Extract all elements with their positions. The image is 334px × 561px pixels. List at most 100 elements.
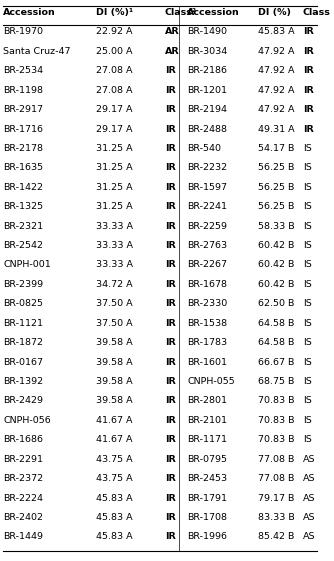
Text: IS: IS	[303, 397, 312, 406]
Text: IR: IR	[165, 86, 176, 95]
Text: 47.92 A: 47.92 A	[258, 86, 294, 95]
Text: 25.00 A: 25.00 A	[96, 47, 133, 56]
Text: BR-2488: BR-2488	[187, 125, 227, 134]
Text: BR-1783: BR-1783	[187, 338, 227, 347]
Text: 60.42 B: 60.42 B	[258, 260, 294, 269]
Text: BR-2232: BR-2232	[187, 163, 227, 172]
Text: CNPH-055: CNPH-055	[187, 377, 235, 386]
Text: BR-1538: BR-1538	[187, 319, 227, 328]
Text: IS: IS	[303, 416, 312, 425]
Text: BR-2534: BR-2534	[3, 66, 43, 75]
Text: 64.58 B: 64.58 B	[258, 319, 294, 328]
Text: BR-1996: BR-1996	[187, 532, 227, 541]
Text: BR-1201: BR-1201	[187, 86, 227, 95]
Text: BR-1716: BR-1716	[3, 125, 43, 134]
Text: 33.33 A: 33.33 A	[96, 241, 133, 250]
Text: BR-1422: BR-1422	[3, 183, 43, 192]
Text: 56.25 B: 56.25 B	[258, 202, 294, 211]
Text: BR-1635: BR-1635	[3, 163, 43, 172]
Text: IS: IS	[303, 319, 312, 328]
Text: 45.83 A: 45.83 A	[96, 513, 133, 522]
Text: 85.42 B: 85.42 B	[258, 532, 294, 541]
Text: 43.75 A: 43.75 A	[96, 474, 133, 483]
Text: 41.67 A: 41.67 A	[96, 416, 133, 425]
Text: 43.75 A: 43.75 A	[96, 455, 133, 464]
Text: BR-1708: BR-1708	[187, 513, 227, 522]
Text: IR: IR	[165, 455, 176, 464]
Text: IS: IS	[303, 357, 312, 367]
Text: CNPH-001: CNPH-001	[3, 260, 51, 269]
Text: IR: IR	[165, 202, 176, 211]
Text: IR: IR	[303, 27, 314, 36]
Text: 70.83 B: 70.83 B	[258, 397, 294, 406]
Text: 60.42 B: 60.42 B	[258, 241, 294, 250]
Text: IR: IR	[165, 144, 176, 153]
Text: IS: IS	[303, 202, 312, 211]
Text: 58.33 B: 58.33 B	[258, 222, 295, 231]
Text: BR-1872: BR-1872	[3, 338, 43, 347]
Text: 31.25 A: 31.25 A	[96, 183, 133, 192]
Text: 47.92 A: 47.92 A	[258, 47, 294, 56]
Text: IS: IS	[303, 222, 312, 231]
Text: IR: IR	[165, 300, 176, 309]
Text: BR-2186: BR-2186	[187, 66, 227, 75]
Text: IR: IR	[165, 377, 176, 386]
Text: 34.72 A: 34.72 A	[96, 280, 133, 289]
Text: AS: AS	[303, 532, 315, 541]
Text: AS: AS	[303, 513, 315, 522]
Text: BR-1597: BR-1597	[187, 183, 227, 192]
Text: IR: IR	[165, 66, 176, 75]
Text: BR-540: BR-540	[187, 144, 221, 153]
Text: 45.83 A: 45.83 A	[258, 27, 295, 36]
Text: BR-2194: BR-2194	[187, 105, 227, 114]
Text: BR-2291: BR-2291	[3, 455, 43, 464]
Text: 22.92 A: 22.92 A	[96, 27, 133, 36]
Text: 83.33 B: 83.33 B	[258, 513, 295, 522]
Text: IR: IR	[165, 125, 176, 134]
Text: BR-2101: BR-2101	[187, 416, 227, 425]
Text: 29.17 A: 29.17 A	[96, 105, 133, 114]
Text: IS: IS	[303, 280, 312, 289]
Text: IS: IS	[303, 435, 312, 444]
Text: 37.50 A: 37.50 A	[96, 319, 133, 328]
Text: IR: IR	[165, 338, 176, 347]
Text: IS: IS	[303, 144, 312, 153]
Text: 33.33 A: 33.33 A	[96, 260, 133, 269]
Text: 39.58 A: 39.58 A	[96, 397, 133, 406]
Text: IR: IR	[165, 474, 176, 483]
Text: BR-2917: BR-2917	[3, 105, 43, 114]
Text: 62.50 B: 62.50 B	[258, 300, 294, 309]
Text: BR-2429: BR-2429	[3, 397, 43, 406]
Text: BR-1171: BR-1171	[187, 435, 227, 444]
Text: IR: IR	[303, 66, 314, 75]
Text: IR: IR	[303, 86, 314, 95]
Text: IR: IR	[303, 105, 314, 114]
Text: 56.25 B: 56.25 B	[258, 183, 294, 192]
Text: 60.42 B: 60.42 B	[258, 280, 294, 289]
Text: 33.33 A: 33.33 A	[96, 222, 133, 231]
Text: BR-1490: BR-1490	[187, 27, 227, 36]
Text: 31.25 A: 31.25 A	[96, 202, 133, 211]
Text: 54.17 B: 54.17 B	[258, 144, 294, 153]
Text: IR: IR	[165, 280, 176, 289]
Text: 70.83 B: 70.83 B	[258, 435, 294, 444]
Text: BR-1198: BR-1198	[3, 86, 43, 95]
Text: 64.58 B: 64.58 B	[258, 338, 294, 347]
Text: AR: AR	[165, 27, 180, 36]
Text: BR-1325: BR-1325	[3, 202, 43, 211]
Text: 47.92 A: 47.92 A	[258, 105, 294, 114]
Text: IR: IR	[165, 435, 176, 444]
Text: Accession: Accession	[3, 8, 56, 17]
Text: 77.08 B: 77.08 B	[258, 455, 294, 464]
Text: 29.17 A: 29.17 A	[96, 125, 133, 134]
Text: BR-3034: BR-3034	[187, 47, 228, 56]
Text: IR: IR	[303, 47, 314, 56]
Text: 31.25 A: 31.25 A	[96, 163, 133, 172]
Text: 41.67 A: 41.67 A	[96, 435, 133, 444]
Text: Class: Class	[303, 8, 331, 17]
Text: BR-2542: BR-2542	[3, 241, 43, 250]
Text: BR-2267: BR-2267	[187, 260, 227, 269]
Text: AS: AS	[303, 474, 315, 483]
Text: IS: IS	[303, 260, 312, 269]
Text: BR-1392: BR-1392	[3, 377, 43, 386]
